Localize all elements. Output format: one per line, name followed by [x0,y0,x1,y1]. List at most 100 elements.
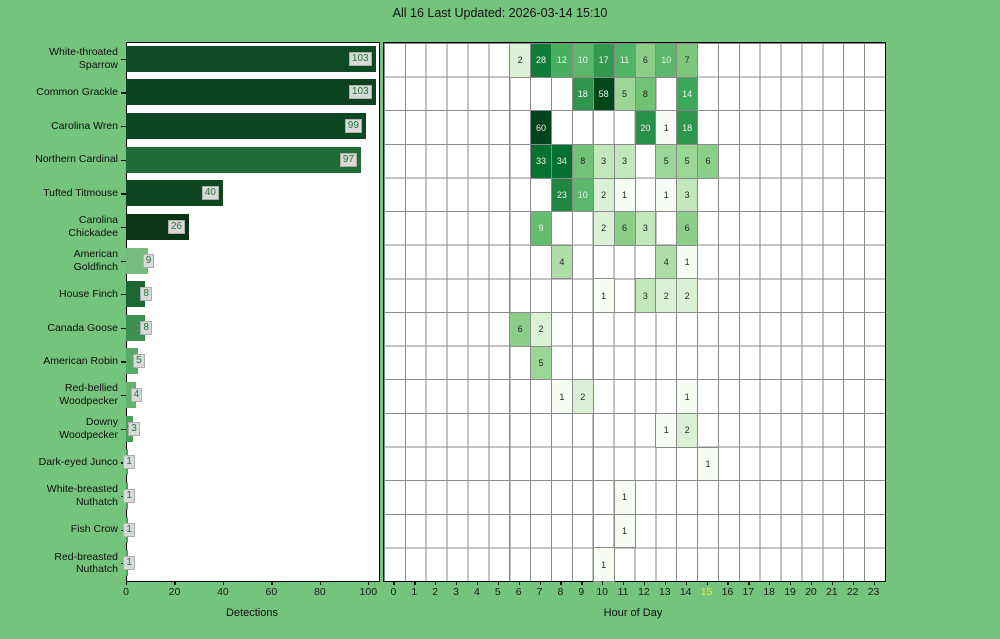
heatmap-cell: 3 [634,211,657,246]
heatmap-cell: 1 [655,177,678,213]
species-label: House Finch [59,287,118,300]
heatmap-cell: 1 [551,379,573,414]
heatmap-cell: 18 [571,76,594,112]
species-label: Dark-eyed Junco [38,456,118,469]
heatmap-cell: 6 [676,211,699,246]
hour-tick-label: 1 [411,586,418,598]
y-axis-tick [121,361,126,363]
heatmap-cell: 6 [613,211,636,246]
hour-tick-mark [727,581,729,585]
detections-value-label: 40 [201,186,219,201]
hour-tick-label: 17 [742,586,755,598]
bar-x-tick-label: 60 [265,586,278,598]
hour-tick-mark [769,581,771,585]
hour-tick-mark [790,581,792,585]
heatmap-cell: 3 [676,177,699,213]
hour-tick-mark [414,581,416,585]
heatmap-cell: 2 [676,412,699,448]
hour-tick-label: 6 [515,586,522,598]
detections-value-label: 1 [123,488,135,503]
species-label: Canada Goose [47,321,118,334]
heatmap-cell: 6 [697,143,719,179]
heatmap-cell: 28 [530,43,552,78]
detections-value-label: 8 [140,320,152,335]
heatmap-cell: 20 [634,110,657,145]
hour-tick-mark [497,581,499,585]
hour-tick-label: 3 [453,586,459,598]
detections-value-label: 1 [123,455,135,470]
detections-value-label: 9 [142,253,155,268]
detections-value-label: 3 [128,421,140,436]
detections-value-label: 103 [348,85,372,100]
heatmap-cell: 9 [530,211,552,246]
hour-tick-label: 19 [784,586,796,598]
hour-tick-label-current: 15 [700,586,713,598]
hour-tick-mark [560,581,562,585]
bar-x-tick-label: 20 [168,586,181,598]
detections-bar [126,45,376,72]
heatmap-cell: 1 [655,110,678,145]
hour-tick-mark [685,581,687,585]
detections-value-label: 26 [167,219,185,234]
hour-tick-label: 4 [474,586,480,598]
bar-x-tick-mark [222,581,225,585]
species-label: Fish Crow [70,523,118,536]
hour-tick-label: 21 [825,586,838,598]
heatmap-cell: 8 [634,76,657,112]
hour-tick-label: 7 [536,586,543,598]
heatmap-cell: 3 [592,143,615,179]
hour-tick-mark [748,581,750,585]
hour-tick-mark [539,581,541,585]
species-label: American Goldfinch [73,247,118,273]
species-label: Carolina Chickadee [68,214,118,239]
figure-title: All 16 Last Updated: 2026-03-14 15:10 [392,6,608,20]
hour-tick-mark [831,581,833,585]
heatmap-cell: 5 [655,143,678,179]
y-axis-tick [121,395,126,397]
hour-tick-label: 18 [763,586,776,598]
heatmap-cell: 2 [592,211,615,246]
y-axis-tick [121,58,126,60]
hour-tick-mark [810,581,813,585]
bar-x-tick-mark [319,581,322,585]
species-label: American Robin [43,355,118,368]
detections-value-label: 97 [339,152,358,167]
heatmap-cell: 1 [697,446,719,482]
heatmap-cell: 5 [676,143,699,179]
hour-tick-label: 5 [494,586,501,598]
species-label: White-throated Sparrow [49,46,118,71]
hour-tick-label: 0 [390,586,397,598]
y-axis-tick [121,193,126,195]
species-label: Downy Woodpecker [59,416,118,441]
bar-x-tick-label: 100 [359,586,378,598]
hour-tick-label: 23 [867,586,880,598]
hour-tick-mark [435,581,437,585]
hour-tick-mark [518,581,520,585]
y-axis-tick [121,428,126,430]
detections-value-label: 5 [133,354,145,369]
heatmap-cell: 2 [571,379,594,414]
heatmap-cell: 10 [655,43,678,78]
detections-bar [126,113,366,140]
bar-chart-x-axis-label: Detections [226,607,278,619]
heatmap-cell: 23 [551,177,573,213]
heatmap-cell: 3 [613,143,636,179]
y-axis-tick [121,294,126,296]
heatmap-cell: 33 [530,143,552,179]
species-label: Red-bellied Woodpecker [59,382,118,408]
hour-tick-mark [581,581,583,585]
heatmap-cell: 2 [592,177,615,213]
hour-tick-label: 8 [557,586,564,598]
hour-tick-mark [643,581,646,585]
heatmap-cell: 10 [571,43,594,78]
heatmap-cell: 4 [655,244,678,280]
bar-x-tick-mark [174,581,176,585]
detections-value-label: 8 [140,287,152,302]
bar-x-tick-mark [126,581,128,585]
heatmap-cell: 58 [592,76,615,112]
detections-value-label: 1 [123,556,135,571]
hour-tick-mark [476,581,479,585]
bar-x-tick-label: 0 [123,586,129,598]
heatmap-cell: 1 [613,177,636,213]
